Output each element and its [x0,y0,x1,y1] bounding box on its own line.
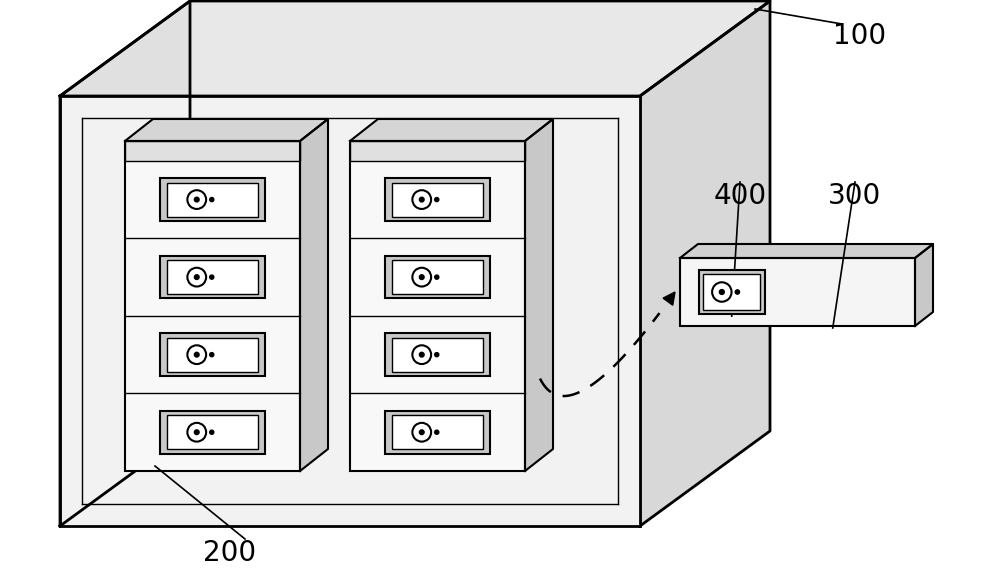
Circle shape [187,423,206,442]
Circle shape [712,282,732,302]
Polygon shape [663,292,675,305]
Bar [385,178,490,221]
Circle shape [719,289,724,295]
Circle shape [194,430,199,435]
Polygon shape [640,1,770,526]
Polygon shape [60,1,770,96]
Bar [392,415,483,449]
Bar [385,333,490,376]
Polygon shape [300,119,328,471]
Polygon shape [350,119,553,141]
Bar [392,182,483,217]
Text: 100: 100 [833,22,887,50]
Text: 400: 400 [713,182,767,210]
Circle shape [210,198,214,202]
Bar [160,411,265,454]
Circle shape [419,275,424,279]
Bar [167,415,258,449]
Bar [680,258,915,326]
Circle shape [187,268,206,286]
Bar [167,338,258,372]
Circle shape [419,352,424,357]
Circle shape [412,190,431,209]
Circle shape [194,352,199,357]
Bar [699,270,765,314]
Circle shape [419,430,424,435]
Circle shape [194,275,199,279]
Bar [385,411,490,454]
Circle shape [435,275,439,279]
Bar [350,141,525,471]
Polygon shape [680,244,933,258]
Bar [167,182,258,217]
Bar [350,141,525,161]
Bar [392,260,483,294]
Circle shape [187,190,206,209]
Circle shape [210,430,214,434]
Bar [60,96,640,526]
Bar [703,274,760,310]
Circle shape [412,345,431,364]
Bar [392,338,483,372]
Polygon shape [125,119,328,141]
Bar [160,333,265,376]
Circle shape [435,198,439,202]
Polygon shape [915,244,933,326]
Text: 300: 300 [828,182,882,210]
Polygon shape [60,1,190,526]
Circle shape [187,345,206,364]
Circle shape [412,268,431,286]
Polygon shape [525,119,553,471]
Bar [125,141,300,471]
Circle shape [435,353,439,357]
Circle shape [412,423,431,442]
Bar [160,256,265,299]
Bar [385,256,490,299]
Circle shape [194,197,199,202]
Circle shape [210,353,214,357]
Circle shape [210,275,214,279]
Circle shape [419,197,424,202]
Bar [167,260,258,294]
Bar [160,178,265,221]
Text: 200: 200 [203,539,257,567]
Bar [125,141,300,161]
Circle shape [735,290,740,294]
Circle shape [435,430,439,434]
